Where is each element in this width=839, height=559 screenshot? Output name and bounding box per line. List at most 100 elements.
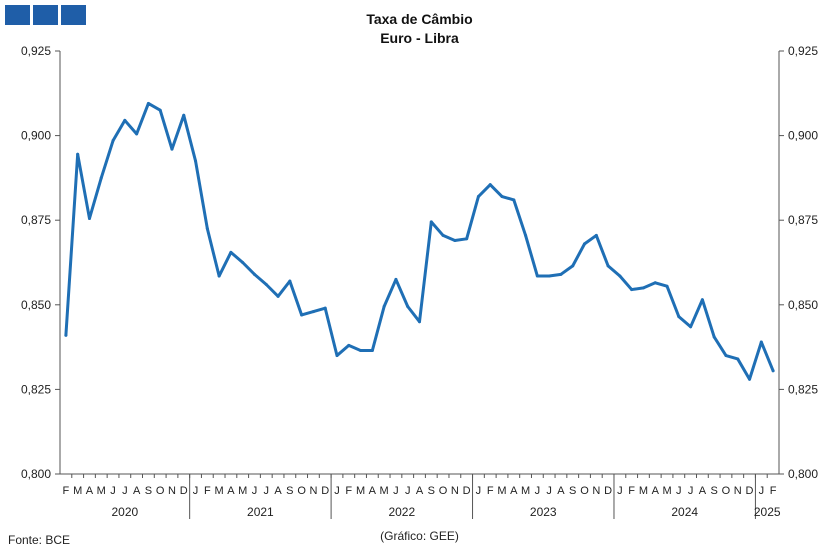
data-point <box>252 272 256 276</box>
data-point <box>135 132 139 136</box>
x-tick-label: M <box>639 485 648 497</box>
logo <box>5 5 86 25</box>
data-point <box>488 183 492 187</box>
data-point <box>618 274 622 278</box>
data-point <box>335 354 339 358</box>
year-label: 2023 <box>530 505 557 519</box>
data-point <box>606 264 610 268</box>
y-tick-label-right: 0,800 <box>788 467 818 481</box>
data-point <box>429 220 433 224</box>
data-point <box>571 264 575 268</box>
x-tick-label: J <box>334 485 340 497</box>
x-tick-label: A <box>510 485 518 497</box>
data-point <box>476 195 480 199</box>
y-tick-label-left: 0,800 <box>21 467 51 481</box>
x-tick-label: M <box>356 485 365 497</box>
data-point <box>194 159 198 163</box>
y-tick-label-left: 0,825 <box>21 382 51 396</box>
x-tick-label: F <box>204 485 211 497</box>
x-tick-label: O <box>439 485 448 497</box>
data-point <box>382 304 386 308</box>
x-tick-label: J <box>264 485 270 497</box>
data-point <box>665 284 669 288</box>
data-point <box>583 242 587 246</box>
y-tick-label-right: 0,825 <box>788 382 818 396</box>
x-tick-label: M <box>497 485 506 497</box>
x-tick-label: A <box>86 485 94 497</box>
data-point <box>453 239 457 243</box>
y-tick-label-left: 0,850 <box>21 298 51 312</box>
x-tick-label: M <box>662 485 671 497</box>
data-point <box>146 101 150 105</box>
data-point <box>158 108 162 112</box>
data-point <box>229 250 233 254</box>
chart-subtitle: Euro - Libra <box>380 30 459 46</box>
x-tick-label: J <box>617 485 623 497</box>
data-point <box>641 286 645 290</box>
chart-title-block: Taxa de Câmbio Euro - Libra <box>0 10 839 48</box>
x-tick-label: O <box>722 485 731 497</box>
x-tick-label: M <box>215 485 224 497</box>
data-point <box>170 147 174 151</box>
x-tick-label: D <box>604 485 612 497</box>
x-tick-label: N <box>309 485 317 497</box>
data-point <box>323 306 327 310</box>
data-point <box>689 325 693 329</box>
x-tick-label: J <box>110 485 116 497</box>
x-tick-label: M <box>380 485 389 497</box>
y-tick-label-left: 0,925 <box>21 44 51 58</box>
data-point <box>99 176 103 180</box>
x-tick-label: M <box>238 485 247 497</box>
data-point <box>559 272 563 276</box>
x-tick-label: F <box>345 485 352 497</box>
data-point <box>111 139 115 143</box>
data-point <box>347 343 351 347</box>
x-tick-label: F <box>487 485 494 497</box>
logo-block <box>33 5 58 25</box>
data-point <box>359 348 363 352</box>
x-tick-label: M <box>521 485 530 497</box>
x-tick-label: A <box>274 485 282 497</box>
data-point <box>182 113 186 117</box>
data-point <box>771 369 775 373</box>
x-tick-label: J <box>759 485 765 497</box>
year-label: 2021 <box>247 505 274 519</box>
credit-note: (Gráfico: GEE) <box>380 529 459 543</box>
y-tick-label-right: 0,875 <box>788 213 818 227</box>
x-tick-label: A <box>133 485 141 497</box>
data-point <box>700 298 704 302</box>
x-tick-label: F <box>63 485 70 497</box>
series-line <box>64 101 775 381</box>
x-tick-label: J <box>252 485 258 497</box>
data-point <box>594 233 598 237</box>
data-point <box>547 274 551 278</box>
x-tick-label: M <box>97 485 106 497</box>
x-tick-label: D <box>321 485 329 497</box>
x-tick-label: J <box>676 485 682 497</box>
x-tick-label: O <box>297 485 306 497</box>
x-tick-label: A <box>652 485 660 497</box>
x-tick-label: A <box>557 485 565 497</box>
data-point <box>653 281 657 285</box>
data-point <box>311 310 315 314</box>
data-point <box>724 354 728 358</box>
x-tick-label: S <box>711 485 718 497</box>
data-point <box>217 274 221 278</box>
x-tick-label: J <box>122 485 128 497</box>
source-note: Fonte: BCE <box>8 533 71 547</box>
data-point <box>288 279 292 283</box>
data-point <box>500 195 504 199</box>
x-tick-label: N <box>592 485 600 497</box>
x-tick-label: N <box>451 485 459 497</box>
x-tick-label: F <box>628 485 635 497</box>
data-point <box>712 335 716 339</box>
data-point <box>630 288 634 292</box>
data-point <box>512 198 516 202</box>
year-label: 2025 <box>754 505 781 519</box>
data-point <box>264 282 268 286</box>
x-tick-label: S <box>145 485 152 497</box>
logo-block <box>5 5 30 25</box>
x-tick-label: A <box>416 485 424 497</box>
data-point <box>736 357 740 361</box>
y-tick-label-left: 0,900 <box>21 129 51 143</box>
